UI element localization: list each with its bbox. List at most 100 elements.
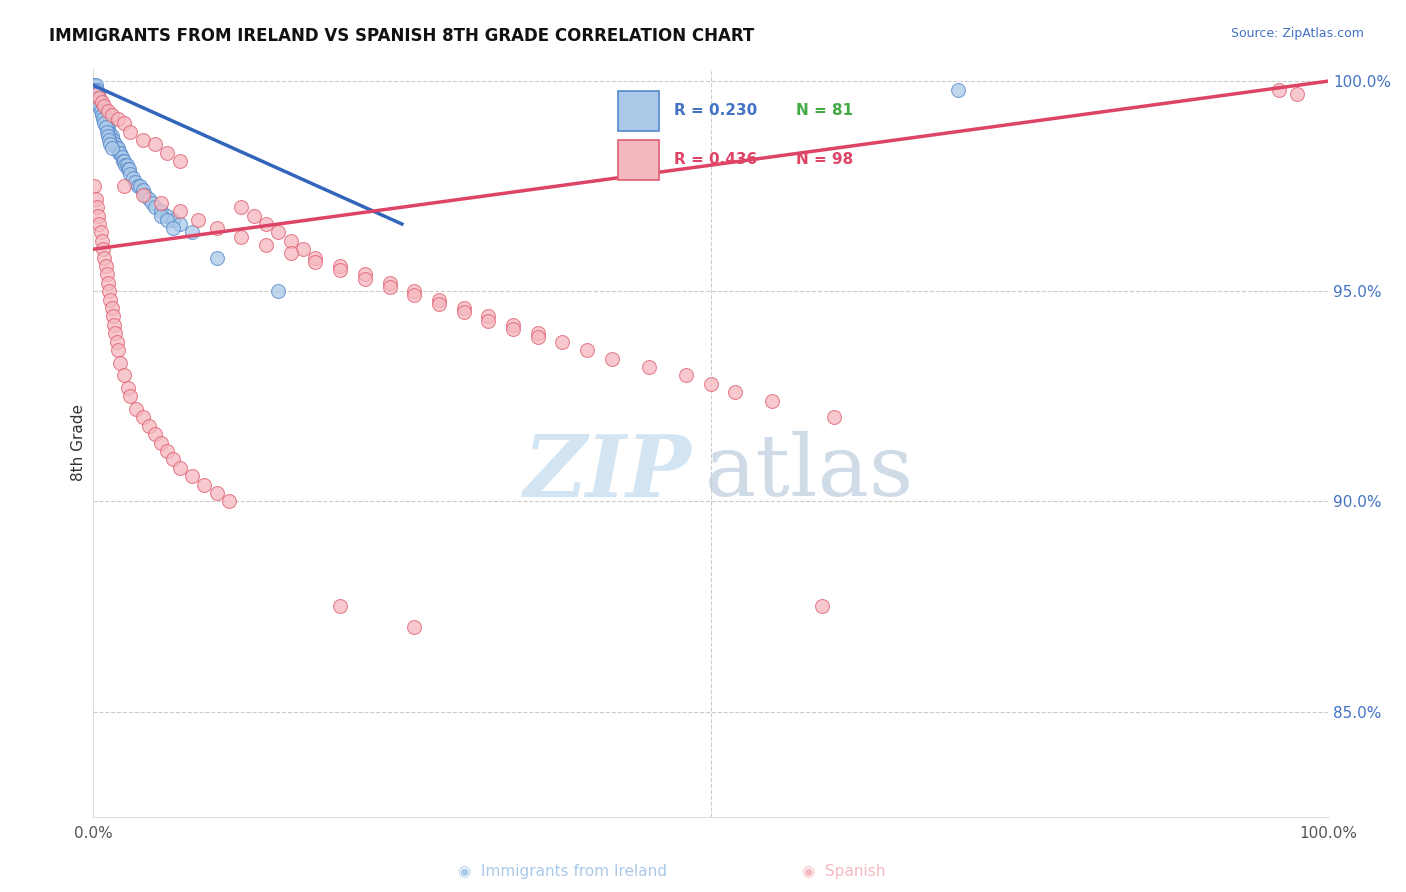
Point (110, 356, 132, 370)
Point (169, 460, 191, 475)
Point (105, 141, 128, 155)
Point (1286, 87, 1309, 101)
Point (112, 153, 135, 168)
Point (90, 95, 112, 110)
Text: ZIP: ZIP (524, 431, 692, 514)
Point (156, 145, 179, 160)
Point (90, 103, 112, 118)
Point (112, 116, 135, 130)
Point (100, 128, 122, 143)
Point (83, 82, 105, 96)
Point (96, 116, 118, 130)
Point (477, 310, 499, 324)
Point (98, 124, 121, 138)
Point (254, 238, 277, 252)
Point (93, 116, 115, 130)
Point (89, 91, 111, 105)
Point (1267, 82, 1289, 96)
Point (107, 141, 129, 155)
Point (103, 318, 125, 332)
Point (205, 251, 228, 265)
Point (117, 381, 139, 395)
Point (94, 259, 117, 273)
Point (120, 167, 142, 181)
Point (83, 82, 105, 96)
Point (193, 477, 215, 491)
Point (280, 234, 302, 248)
Point (90, 99, 112, 113)
Point (724, 385, 747, 400)
Point (90, 226, 112, 240)
Point (304, 255, 326, 269)
Point (84, 87, 107, 101)
Point (404, 285, 426, 299)
Point (89, 91, 111, 105)
Point (96, 268, 118, 282)
Point (94, 116, 117, 130)
Point (114, 158, 136, 172)
Point (134, 187, 156, 202)
Point (150, 435, 173, 450)
Point (150, 196, 173, 211)
Point (378, 276, 401, 290)
Point (97, 103, 120, 118)
Point (143, 200, 166, 214)
Point (96, 124, 118, 138)
Point (97, 276, 120, 290)
Point (162, 221, 184, 235)
Point (97, 128, 120, 143)
Point (404, 288, 426, 302)
Point (84, 82, 107, 96)
Point (93, 99, 115, 113)
Point (98, 285, 121, 299)
Point (156, 212, 179, 227)
Point (131, 133, 153, 147)
Point (404, 620, 426, 634)
Point (98, 133, 121, 147)
Point (354, 271, 377, 285)
Point (231, 229, 253, 244)
Point (526, 330, 548, 344)
Point (304, 251, 326, 265)
Point (84, 87, 107, 101)
Point (110, 150, 132, 164)
Text: ◉  Immigrants from Ireland: ◉ Immigrants from Ireland (458, 863, 666, 879)
Point (329, 263, 352, 277)
Point (823, 410, 845, 425)
Text: ◉  Spanish: ◉ Spanish (801, 863, 886, 879)
Point (87, 95, 110, 110)
Point (156, 209, 179, 223)
Point (205, 221, 228, 235)
Point (83, 179, 105, 194)
Point (91, 108, 114, 122)
Point (477, 314, 499, 328)
Point (427, 297, 450, 311)
Point (254, 217, 277, 231)
Point (120, 124, 142, 138)
Point (329, 599, 352, 614)
Point (90, 99, 112, 113)
Text: Source: ZipAtlas.com: Source: ZipAtlas.com (1230, 27, 1364, 40)
Point (181, 226, 204, 240)
Point (600, 351, 623, 366)
Point (100, 137, 122, 152)
Point (112, 179, 135, 194)
Point (453, 305, 475, 319)
Point (138, 192, 160, 206)
Point (100, 141, 122, 155)
Point (100, 293, 122, 307)
Point (143, 137, 166, 152)
Point (90, 95, 112, 110)
Point (112, 368, 135, 383)
Point (89, 99, 111, 113)
Point (103, 137, 125, 152)
Point (169, 217, 191, 231)
Point (124, 175, 146, 189)
Text: atlas: atlas (704, 431, 914, 514)
Point (267, 285, 290, 299)
Point (502, 318, 524, 332)
Point (89, 95, 111, 110)
Point (169, 153, 191, 168)
Point (89, 217, 111, 231)
Point (86, 200, 108, 214)
